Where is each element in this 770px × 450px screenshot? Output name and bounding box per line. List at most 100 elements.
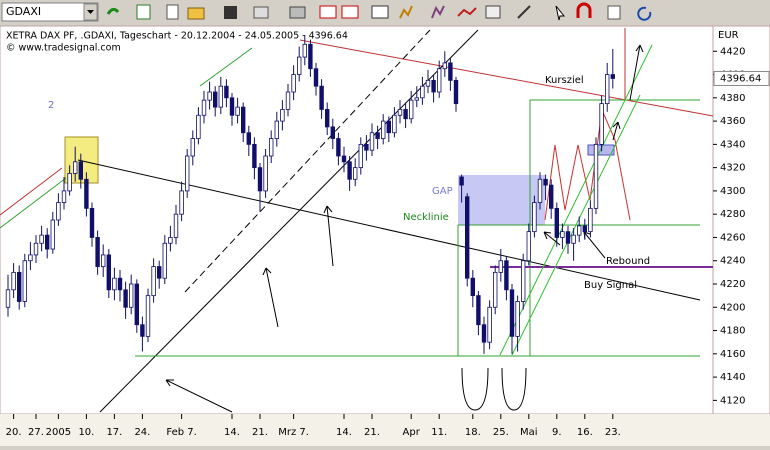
candle-body bbox=[101, 254, 106, 267]
y-tick-label: 4320 bbox=[720, 163, 745, 174]
candle-body bbox=[560, 231, 565, 238]
candle-body bbox=[196, 114, 201, 139]
gap-box bbox=[458, 175, 545, 225]
candle-body bbox=[280, 109, 285, 122]
icon[interactable] bbox=[136, 4, 151, 20]
icon[interactable] bbox=[187, 7, 205, 20]
trendline bbox=[299, 39, 714, 117]
candle-body bbox=[235, 106, 240, 116]
candle-body bbox=[364, 143, 369, 151]
candle-body bbox=[39, 234, 44, 244]
icon[interactable] bbox=[576, 2, 592, 18]
candle-body bbox=[448, 62, 453, 81]
candle-body bbox=[257, 167, 263, 192]
x-tick-label: 17. bbox=[106, 427, 122, 438]
candle-body bbox=[537, 178, 543, 203]
candle-body bbox=[341, 155, 347, 163]
candle-body bbox=[565, 231, 571, 244]
annotation: Kursziel bbox=[545, 75, 584, 86]
candle-body bbox=[336, 138, 341, 157]
x-tick-label: 2005 bbox=[46, 427, 71, 438]
candle-body bbox=[274, 120, 279, 139]
candle-body bbox=[240, 106, 246, 134]
candle-body bbox=[605, 74, 610, 105]
candle-body bbox=[403, 109, 408, 120]
candle-body bbox=[173, 213, 179, 238]
candle-body bbox=[380, 120, 386, 139]
icon[interactable] bbox=[289, 6, 306, 19]
bottom-marker bbox=[501, 367, 527, 411]
candle-body bbox=[386, 120, 391, 134]
candle-body bbox=[56, 202, 61, 221]
icon[interactable] bbox=[319, 5, 337, 19]
icon[interactable] bbox=[399, 5, 413, 19]
y-tick-label: 4180 bbox=[720, 326, 745, 337]
y-tick-label: 4160 bbox=[720, 349, 745, 360]
candle-body bbox=[577, 225, 582, 236]
x-axis-pane bbox=[0, 414, 770, 446]
y-tick-label: 4140 bbox=[720, 372, 745, 383]
trendline bbox=[511, 94, 641, 356]
candle-body bbox=[414, 97, 419, 101]
candle-body bbox=[392, 114, 397, 134]
annotation: Buy Signal bbox=[584, 280, 637, 291]
icon[interactable] bbox=[555, 5, 566, 21]
candle-body bbox=[33, 242, 39, 256]
candle-body bbox=[436, 68, 442, 93]
icon[interactable] bbox=[485, 5, 501, 19]
chart-title: XETRA DAX PF, .GDAXI, Tageschart - 20.12… bbox=[6, 31, 348, 42]
icon[interactable] bbox=[431, 5, 445, 19]
icon[interactable] bbox=[457, 7, 477, 17]
icon[interactable] bbox=[607, 5, 621, 20]
x-tick-label: 14. bbox=[336, 427, 352, 438]
candle-body bbox=[134, 283, 139, 326]
trendline bbox=[499, 44, 653, 356]
y-tick-label: 4360 bbox=[720, 116, 745, 127]
candle-body bbox=[16, 271, 22, 302]
candle-body bbox=[588, 207, 593, 233]
candle-body bbox=[45, 234, 50, 250]
candle-body bbox=[184, 155, 190, 192]
y-axis-pane bbox=[712, 25, 770, 415]
candle-body bbox=[218, 85, 223, 108]
candle-body bbox=[319, 85, 324, 110]
trendline bbox=[184, 29, 431, 293]
icon[interactable] bbox=[224, 6, 237, 19]
candle-body bbox=[123, 289, 128, 308]
icon[interactable] bbox=[253, 6, 269, 19]
candle-body bbox=[408, 99, 414, 120]
x-tick-label: 16. bbox=[577, 427, 593, 438]
icon[interactable] bbox=[166, 4, 179, 20]
candle-body bbox=[22, 260, 27, 302]
icon[interactable] bbox=[637, 6, 652, 21]
candle-body bbox=[151, 266, 156, 297]
icon[interactable] bbox=[106, 7, 120, 15]
icon[interactable] bbox=[371, 5, 389, 19]
candle-body bbox=[425, 79, 431, 87]
y-tick-label: 4280 bbox=[720, 209, 745, 220]
candle-body bbox=[464, 196, 470, 279]
x-tick-label: 21. bbox=[252, 427, 268, 438]
icon[interactable] bbox=[517, 5, 531, 19]
chart-subtitle: © www.tradesignal.com bbox=[6, 43, 121, 54]
x-tick-label: Mrz 7. bbox=[278, 427, 309, 438]
symbol-combobox[interactable] bbox=[1, 2, 99, 22]
x-tick-label: 20. bbox=[6, 427, 22, 438]
candle-body bbox=[78, 161, 83, 180]
candle-body bbox=[375, 132, 380, 139]
candle-body bbox=[521, 260, 526, 302]
trendline bbox=[0, 177, 67, 229]
candle-body bbox=[201, 99, 207, 116]
candle-body bbox=[582, 225, 587, 233]
icon[interactable] bbox=[341, 5, 359, 19]
candle-body bbox=[117, 277, 123, 291]
toolbar-icons bbox=[106, 2, 652, 21]
candle-body bbox=[330, 126, 335, 139]
candle-body bbox=[162, 242, 167, 279]
x-tick-label: 14. bbox=[224, 427, 240, 438]
candle-body bbox=[358, 143, 363, 169]
annotation: 2 bbox=[48, 100, 54, 111]
candle-body bbox=[308, 43, 313, 70]
y-tick-label: 4260 bbox=[720, 232, 745, 243]
